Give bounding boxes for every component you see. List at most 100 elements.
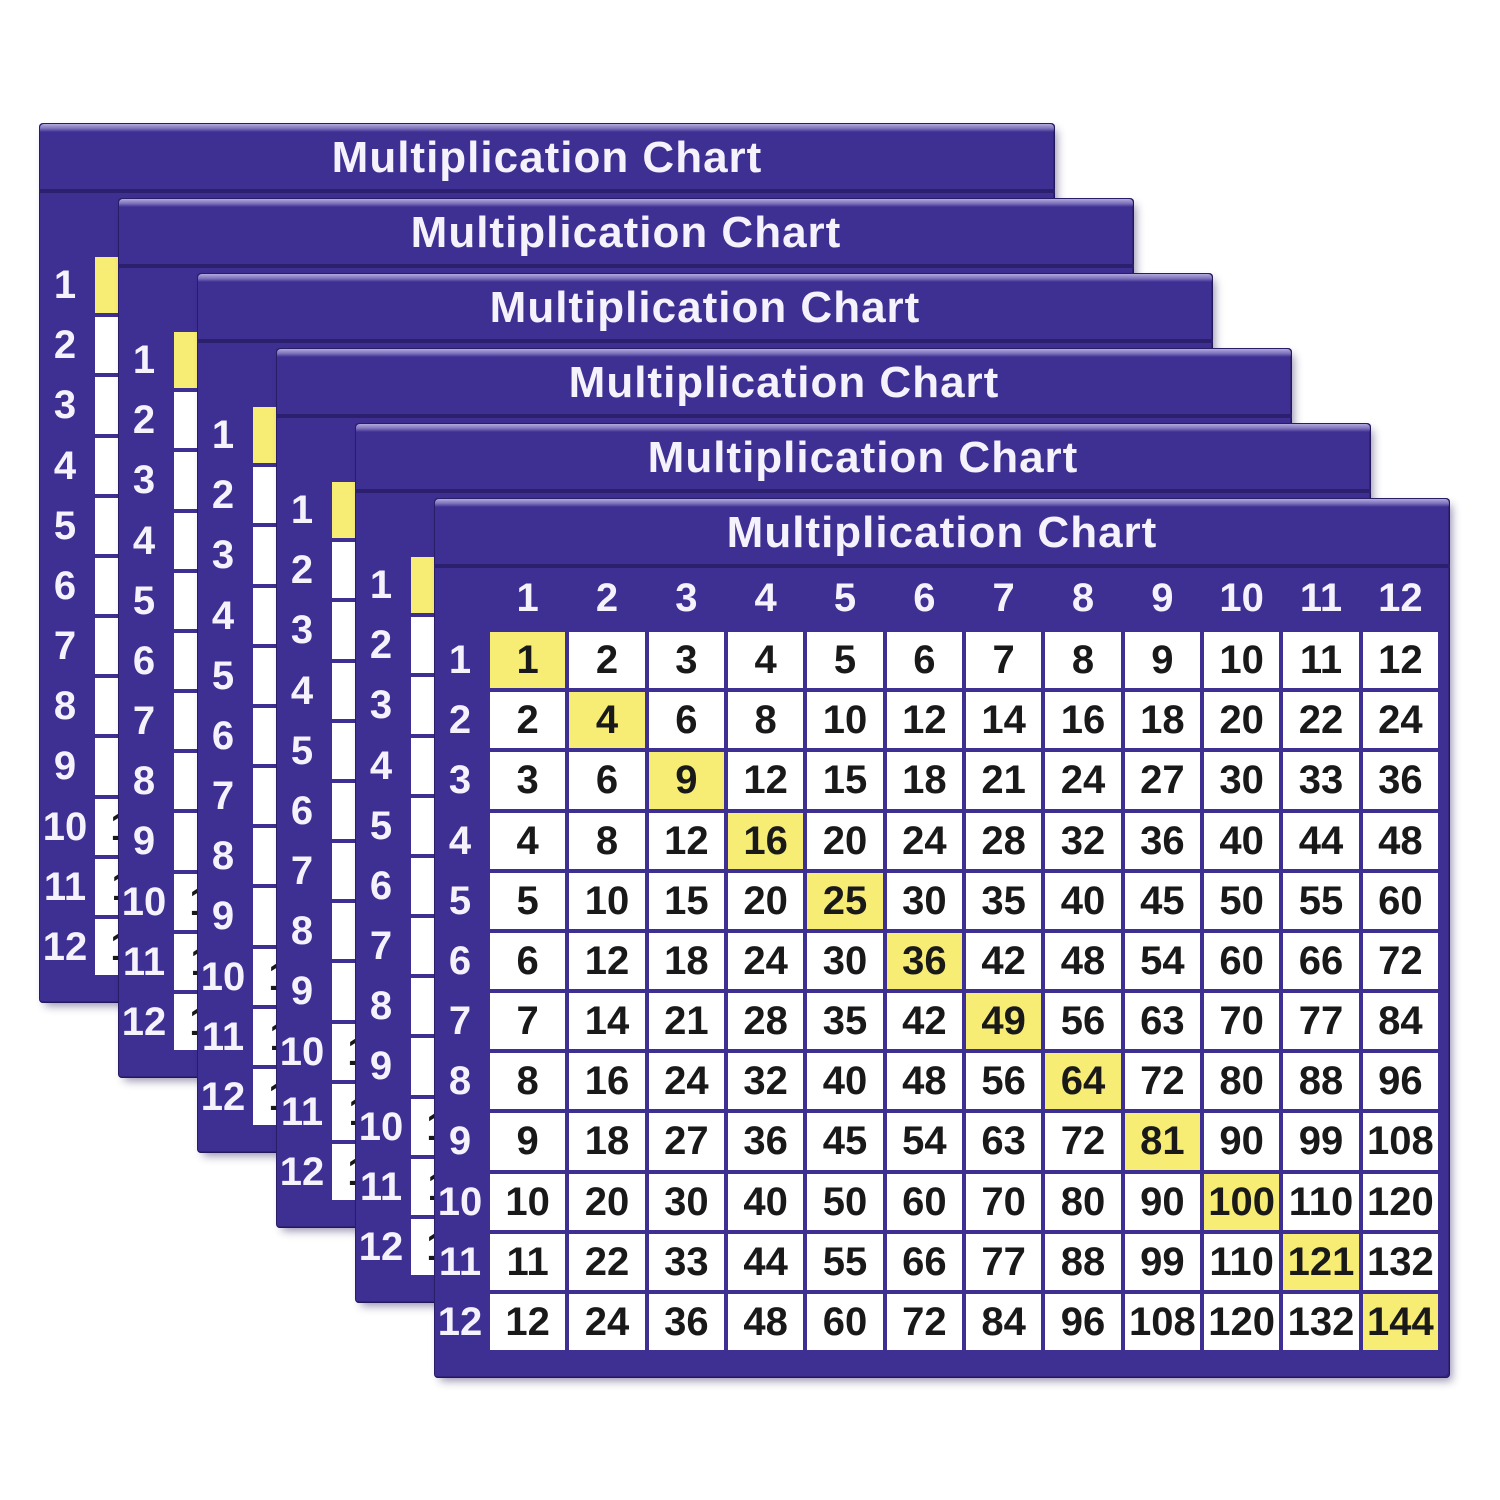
product-cell: 40 [807,1053,883,1110]
product-cell: 24 [648,1053,724,1110]
card-title: Multiplication Chart [726,508,1158,557]
product-cell: 36 [1362,752,1438,809]
row-header-cell: 12 [358,1224,404,1269]
row-header-cell: 2 [132,398,156,443]
product-cell: 8 [490,1053,566,1110]
grid-corner-cell [118,268,170,328]
product-cell-highlighted: 144 [1362,1293,1438,1350]
product-cell-highlighted: 81 [1124,1113,1200,1170]
row-header-cell: 9 [290,969,314,1014]
product-cell: 50 [1204,872,1280,929]
product-cell: 10 [490,1173,566,1230]
row-header-cell: 3 [290,608,314,653]
product-cell: 10 [1204,632,1280,689]
product-cell: 24 [886,812,962,869]
row-header-cell: 7 [448,999,472,1044]
product-cell: 7 [490,993,566,1050]
product-cell: 20 [807,812,883,869]
product-cell: 3 [490,752,566,809]
product-cell: 20 [1204,692,1280,749]
product-cell: 35 [966,872,1042,929]
product-cell: 6 [490,932,566,989]
product-cell: 12 [1362,632,1438,689]
product-cell: 27 [1124,752,1200,809]
product-cell: 48 [1362,812,1438,869]
row-header-cell: 5 [290,728,314,773]
grid-corner-cell [434,568,486,628]
row-header-cell: 6 [211,713,235,758]
grid-corner-cell [197,343,249,403]
product-cell: 2 [490,692,566,749]
product-cell: 10 [569,872,645,929]
product-cell: 15 [807,752,883,809]
row-header-cell: 5 [369,803,393,848]
product-cell: 4 [490,812,566,869]
product-cell: 45 [807,1113,883,1170]
card-title: Multiplication Chart [568,358,1000,407]
row-header-cell: 4 [448,818,472,863]
row-header-cell: 11 [122,939,166,984]
product-cell: 90 [1204,1113,1280,1170]
row-header-cell: 1 [211,413,235,458]
row-header-cell: 4 [53,443,77,488]
product-cell: 80 [1204,1053,1280,1110]
product-cell: 12 [728,752,804,809]
row-header-cell: 9 [448,1119,472,1164]
row-header-cell: 10 [200,954,246,999]
product-cell: 18 [648,932,724,989]
row-header-cell: 7 [211,774,235,819]
product-cell: 54 [1124,932,1200,989]
product-cell: 14 [569,993,645,1050]
product-cell: 72 [1124,1053,1200,1110]
product-cell: 2 [569,632,645,689]
product-cell: 77 [966,1233,1042,1290]
product-cell: 84 [1362,993,1438,1050]
product-cell: 6 [569,752,645,809]
card-title-bar: Multiplication Chart [197,273,1213,343]
product-cell: 30 [1204,752,1280,809]
product-cell: 72 [886,1293,962,1350]
product-cell: 10 [807,692,883,749]
row-header-cell: 11 [201,1014,245,1059]
row-header-cell: 8 [448,1059,472,1104]
product-cell: 55 [807,1233,883,1290]
product-cell: 70 [966,1173,1042,1230]
grid-corner-cell [355,493,407,553]
product-cell: 6 [886,632,962,689]
row-header-cell: 5 [132,578,156,623]
product-cell: 7 [966,632,1042,689]
row-header-cell: 9 [211,894,235,939]
card-title-bar: Multiplication Chart [276,348,1292,418]
row-header-cell: 2 [369,623,393,668]
product-cell: 30 [648,1173,724,1230]
product-cell: 132 [1283,1293,1359,1350]
column-header-cell: 3 [675,576,698,620]
product-cell-highlighted: 64 [1045,1053,1121,1110]
card-title-bar: Multiplication Chart [434,498,1450,568]
row-header-cell: 1 [53,263,77,308]
product-cell: 99 [1283,1113,1359,1170]
row-header-cell: 8 [132,759,156,804]
row-header-cell: 8 [211,834,235,879]
product-cell: 88 [1045,1233,1121,1290]
product-cell: 132 [1362,1233,1438,1290]
row-header-cell: 12 [437,1299,483,1344]
card-title: Multiplication Chart [489,283,921,332]
row-header-cell: 1 [290,488,314,533]
product-cell-highlighted: 121 [1283,1233,1359,1290]
row-header-cell: 5 [53,503,77,548]
product-cell: 9 [1124,632,1200,689]
product-cell: 56 [966,1053,1042,1110]
row-header-cell: 7 [132,699,156,744]
row-header-cell: 6 [369,863,393,908]
product-cell: 120 [1362,1173,1438,1230]
product-cell: 48 [1045,932,1121,989]
row-header-cell: 11 [43,864,87,909]
row-header-cell: 12 [121,999,167,1044]
product-cell: 108 [1362,1113,1438,1170]
product-cell: 60 [1362,872,1438,929]
row-header-cell: 1 [132,338,156,383]
row-header-cell: 4 [290,668,314,713]
